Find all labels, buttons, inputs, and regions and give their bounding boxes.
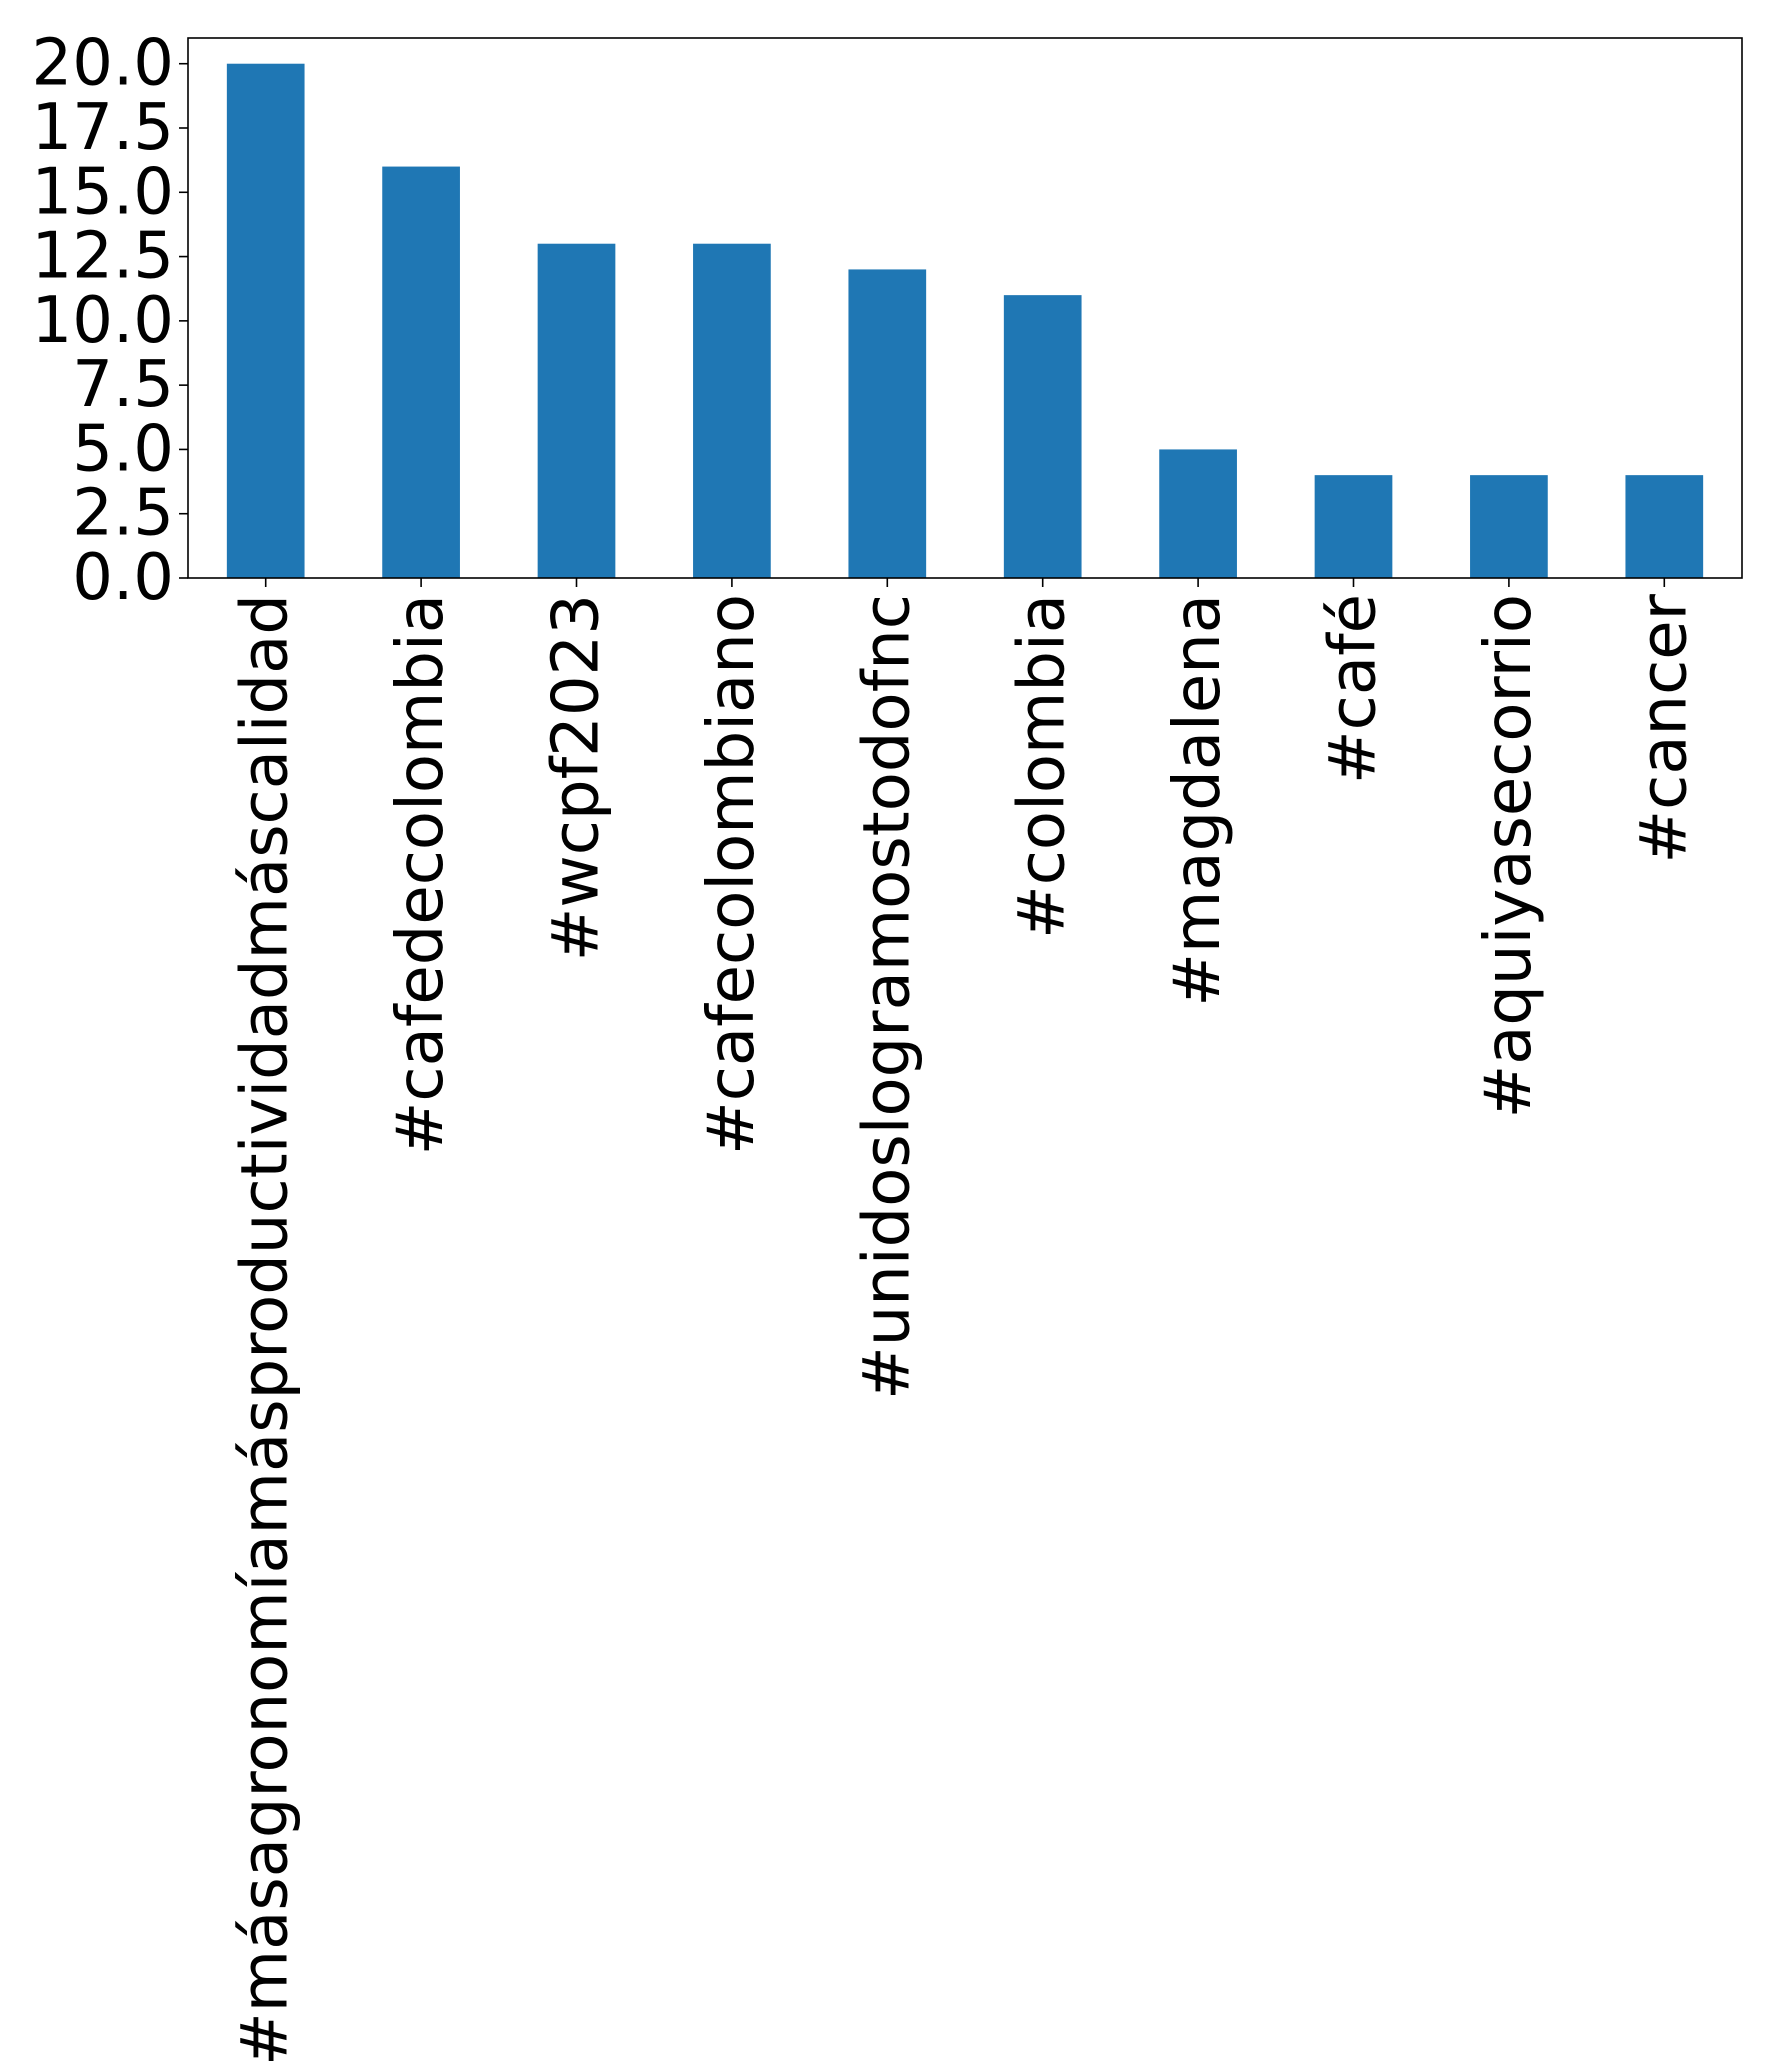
bar <box>226 63 305 578</box>
y-tick-label: 0.0 <box>72 541 174 615</box>
y-tick-label: 5.0 <box>72 412 174 486</box>
y-tick-label: 10.0 <box>32 284 175 358</box>
y-tick-label: 15.0 <box>32 155 175 229</box>
x-axis: #másagronomíamásproductividadmáscalidad #… <box>229 578 1701 2064</box>
x-tick-label: #unidoslogramostodofnc <box>850 594 924 1400</box>
x-tick-label: #wcpf2023 <box>540 594 614 961</box>
bar <box>848 269 927 578</box>
y-tick-label: 20.0 <box>32 27 175 101</box>
x-tick-label: #cafecolombiano <box>695 594 769 1155</box>
bar <box>382 166 460 579</box>
y-tick-label: 2.5 <box>72 477 174 551</box>
bar <box>693 243 771 578</box>
x-tick-label: #másagronomíamásproductividadmáscalidad <box>229 594 303 2064</box>
bar <box>537 243 616 578</box>
bar <box>1625 475 1704 578</box>
x-tick-label: #aquiyasecorrio <box>1472 594 1546 1118</box>
x-tick-label: #magdalena <box>1161 594 1235 1007</box>
bar <box>1159 449 1237 578</box>
bar <box>1314 475 1393 578</box>
x-tick-label: #cancer <box>1627 593 1701 863</box>
bars-layer <box>226 63 1704 579</box>
bar <box>1003 295 1082 578</box>
y-tick-label: 7.5 <box>72 348 174 422</box>
bar <box>1470 475 1548 578</box>
y-tick-label: 12.5 <box>32 220 175 294</box>
y-axis: 0.02.55.07.510.012.515.017.520.0 <box>32 27 188 615</box>
x-tick-label: #café <box>1317 594 1391 784</box>
x-tick-label: #colombia <box>1006 594 1080 939</box>
plot-frame <box>187 37 1743 579</box>
x-tick-label: #cafedecolombia <box>384 594 458 1155</box>
y-tick-label: 17.5 <box>32 91 175 165</box>
